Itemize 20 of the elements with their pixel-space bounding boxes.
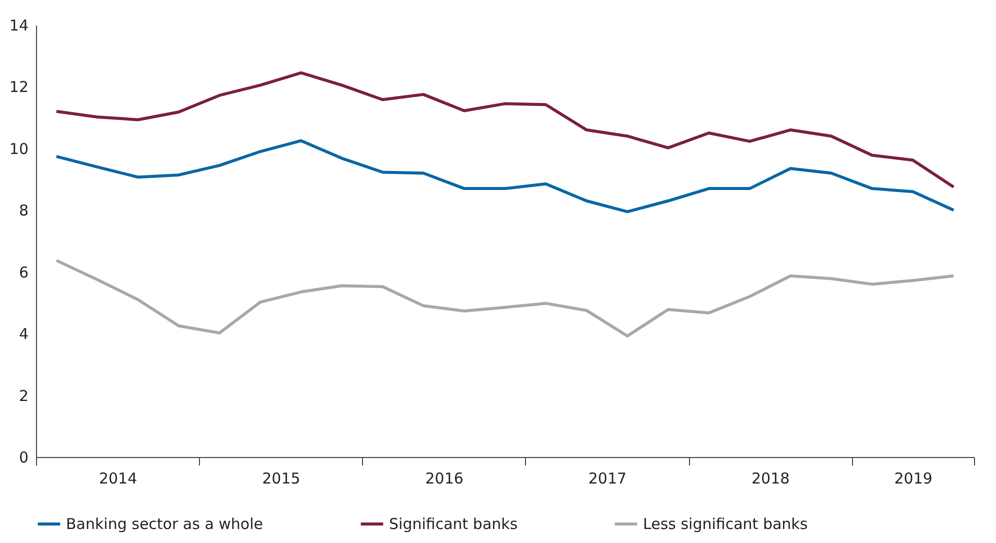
y-tick-label: 14	[9, 16, 28, 34]
legend-label: Banking sector as a whole	[66, 515, 264, 533]
y-tick-label: 6	[18, 263, 28, 282]
legend-label: Less significant banks	[643, 515, 808, 533]
line-series	[54, 71, 956, 188]
x-tick-label: 2015	[262, 470, 300, 488]
x-tick-label: 2019	[894, 470, 932, 488]
x-tick-label: 2016	[425, 470, 464, 488]
line-series	[54, 139, 956, 214]
y-tick-label: 0	[18, 448, 28, 466]
line-series	[54, 258, 956, 338]
legend-label: Significant banks	[389, 515, 518, 533]
x-tick-label: 2017	[588, 470, 627, 488]
x-tick-label: 2018	[751, 470, 790, 488]
y-tick-label: 12	[9, 78, 28, 96]
x-tick-label: 2014	[98, 470, 138, 488]
y-tick-label: 2	[18, 386, 28, 405]
y-tick-label: 4	[18, 325, 28, 344]
y-tick-label: 8	[18, 202, 28, 220]
y-tick-label: 10	[9, 140, 28, 158]
